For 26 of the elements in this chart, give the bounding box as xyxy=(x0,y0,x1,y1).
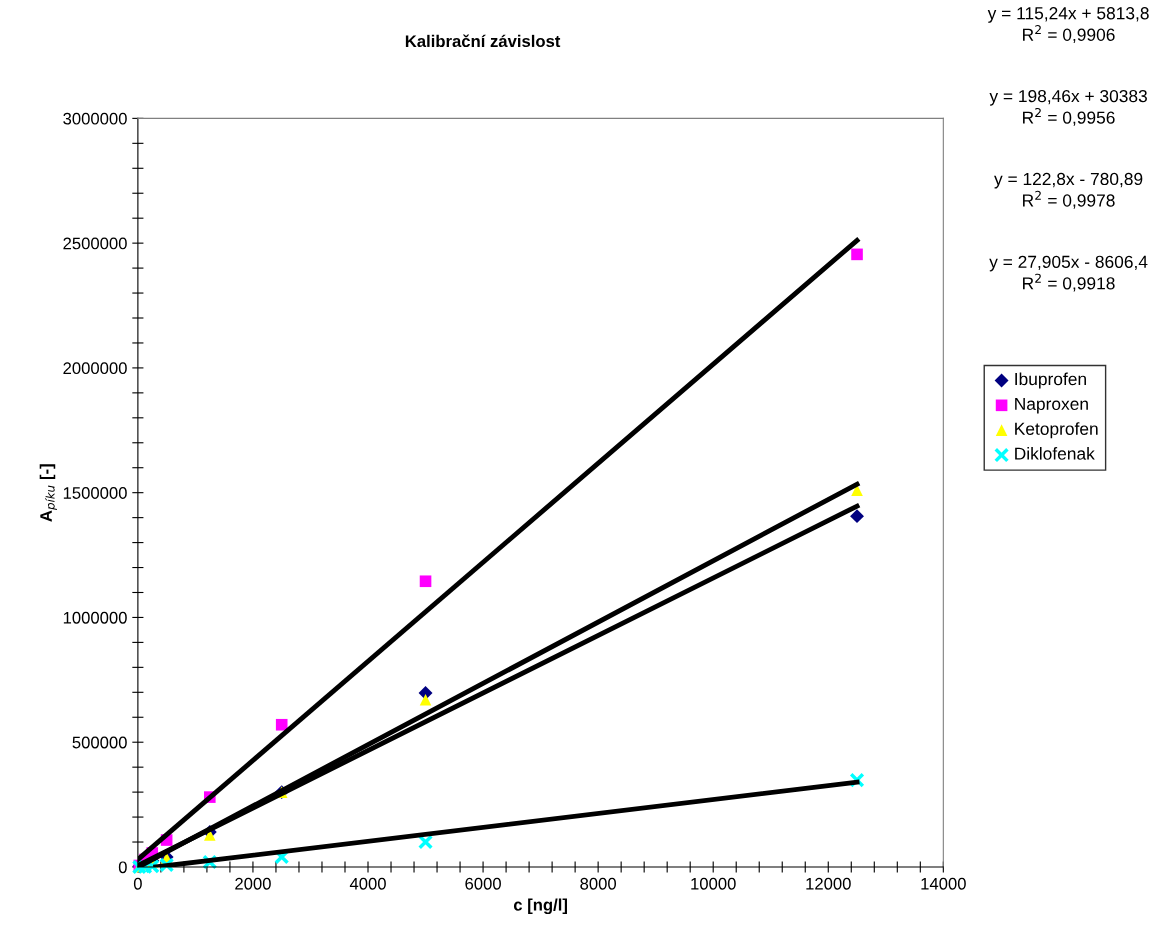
y-tick-label: 2000000 xyxy=(63,362,127,375)
x-tick-label: 8000 xyxy=(580,877,617,890)
x-tick-label: 2000 xyxy=(235,877,271,890)
legend-label: Diklofenak xyxy=(1015,447,1095,460)
x-tick-label: 12000 xyxy=(806,877,851,890)
text: y = 27,905x - 8606,4 R$^{2}$ = 0,9918 xyxy=(989,255,1148,292)
x-tick-label: 10000 xyxy=(691,877,736,890)
x-axis-title: c [ng/l] xyxy=(513,898,567,915)
x-tick-label: 14000 xyxy=(921,877,966,890)
y-tick-label: 3000000 xyxy=(63,112,127,125)
chart-title: Kalibrační závislost xyxy=(405,34,561,48)
x-tick-label: 0 xyxy=(133,877,142,890)
text: y = 122,8x - 780,89 R$^{2}$ = 0,9978 xyxy=(994,172,1143,209)
text: y = 198,46x + 30383 R$^{2}$ = 0,9956 xyxy=(989,89,1147,126)
y-axis-title: A$_{píku}$ [-] xyxy=(39,464,57,522)
y-tick-label: 2500000 xyxy=(63,237,127,250)
x-tick-label: 4000 xyxy=(349,877,386,890)
legend-label: Ibuprofen xyxy=(1015,372,1086,389)
y-tick-label: 500000 xyxy=(72,736,127,749)
y-tick-label: 1000000 xyxy=(63,611,127,624)
text: y = 115,24x + 5813,8 R$^{2}$ = 0,9906 xyxy=(987,7,1149,43)
legend-label: Naproxen xyxy=(1015,397,1088,414)
y-tick-label: 0 xyxy=(118,861,127,874)
y-tick-label: 1500000 xyxy=(63,487,127,499)
legend-label: Ketoprofen xyxy=(1015,422,1098,439)
x-tick-label: 6000 xyxy=(465,877,501,890)
